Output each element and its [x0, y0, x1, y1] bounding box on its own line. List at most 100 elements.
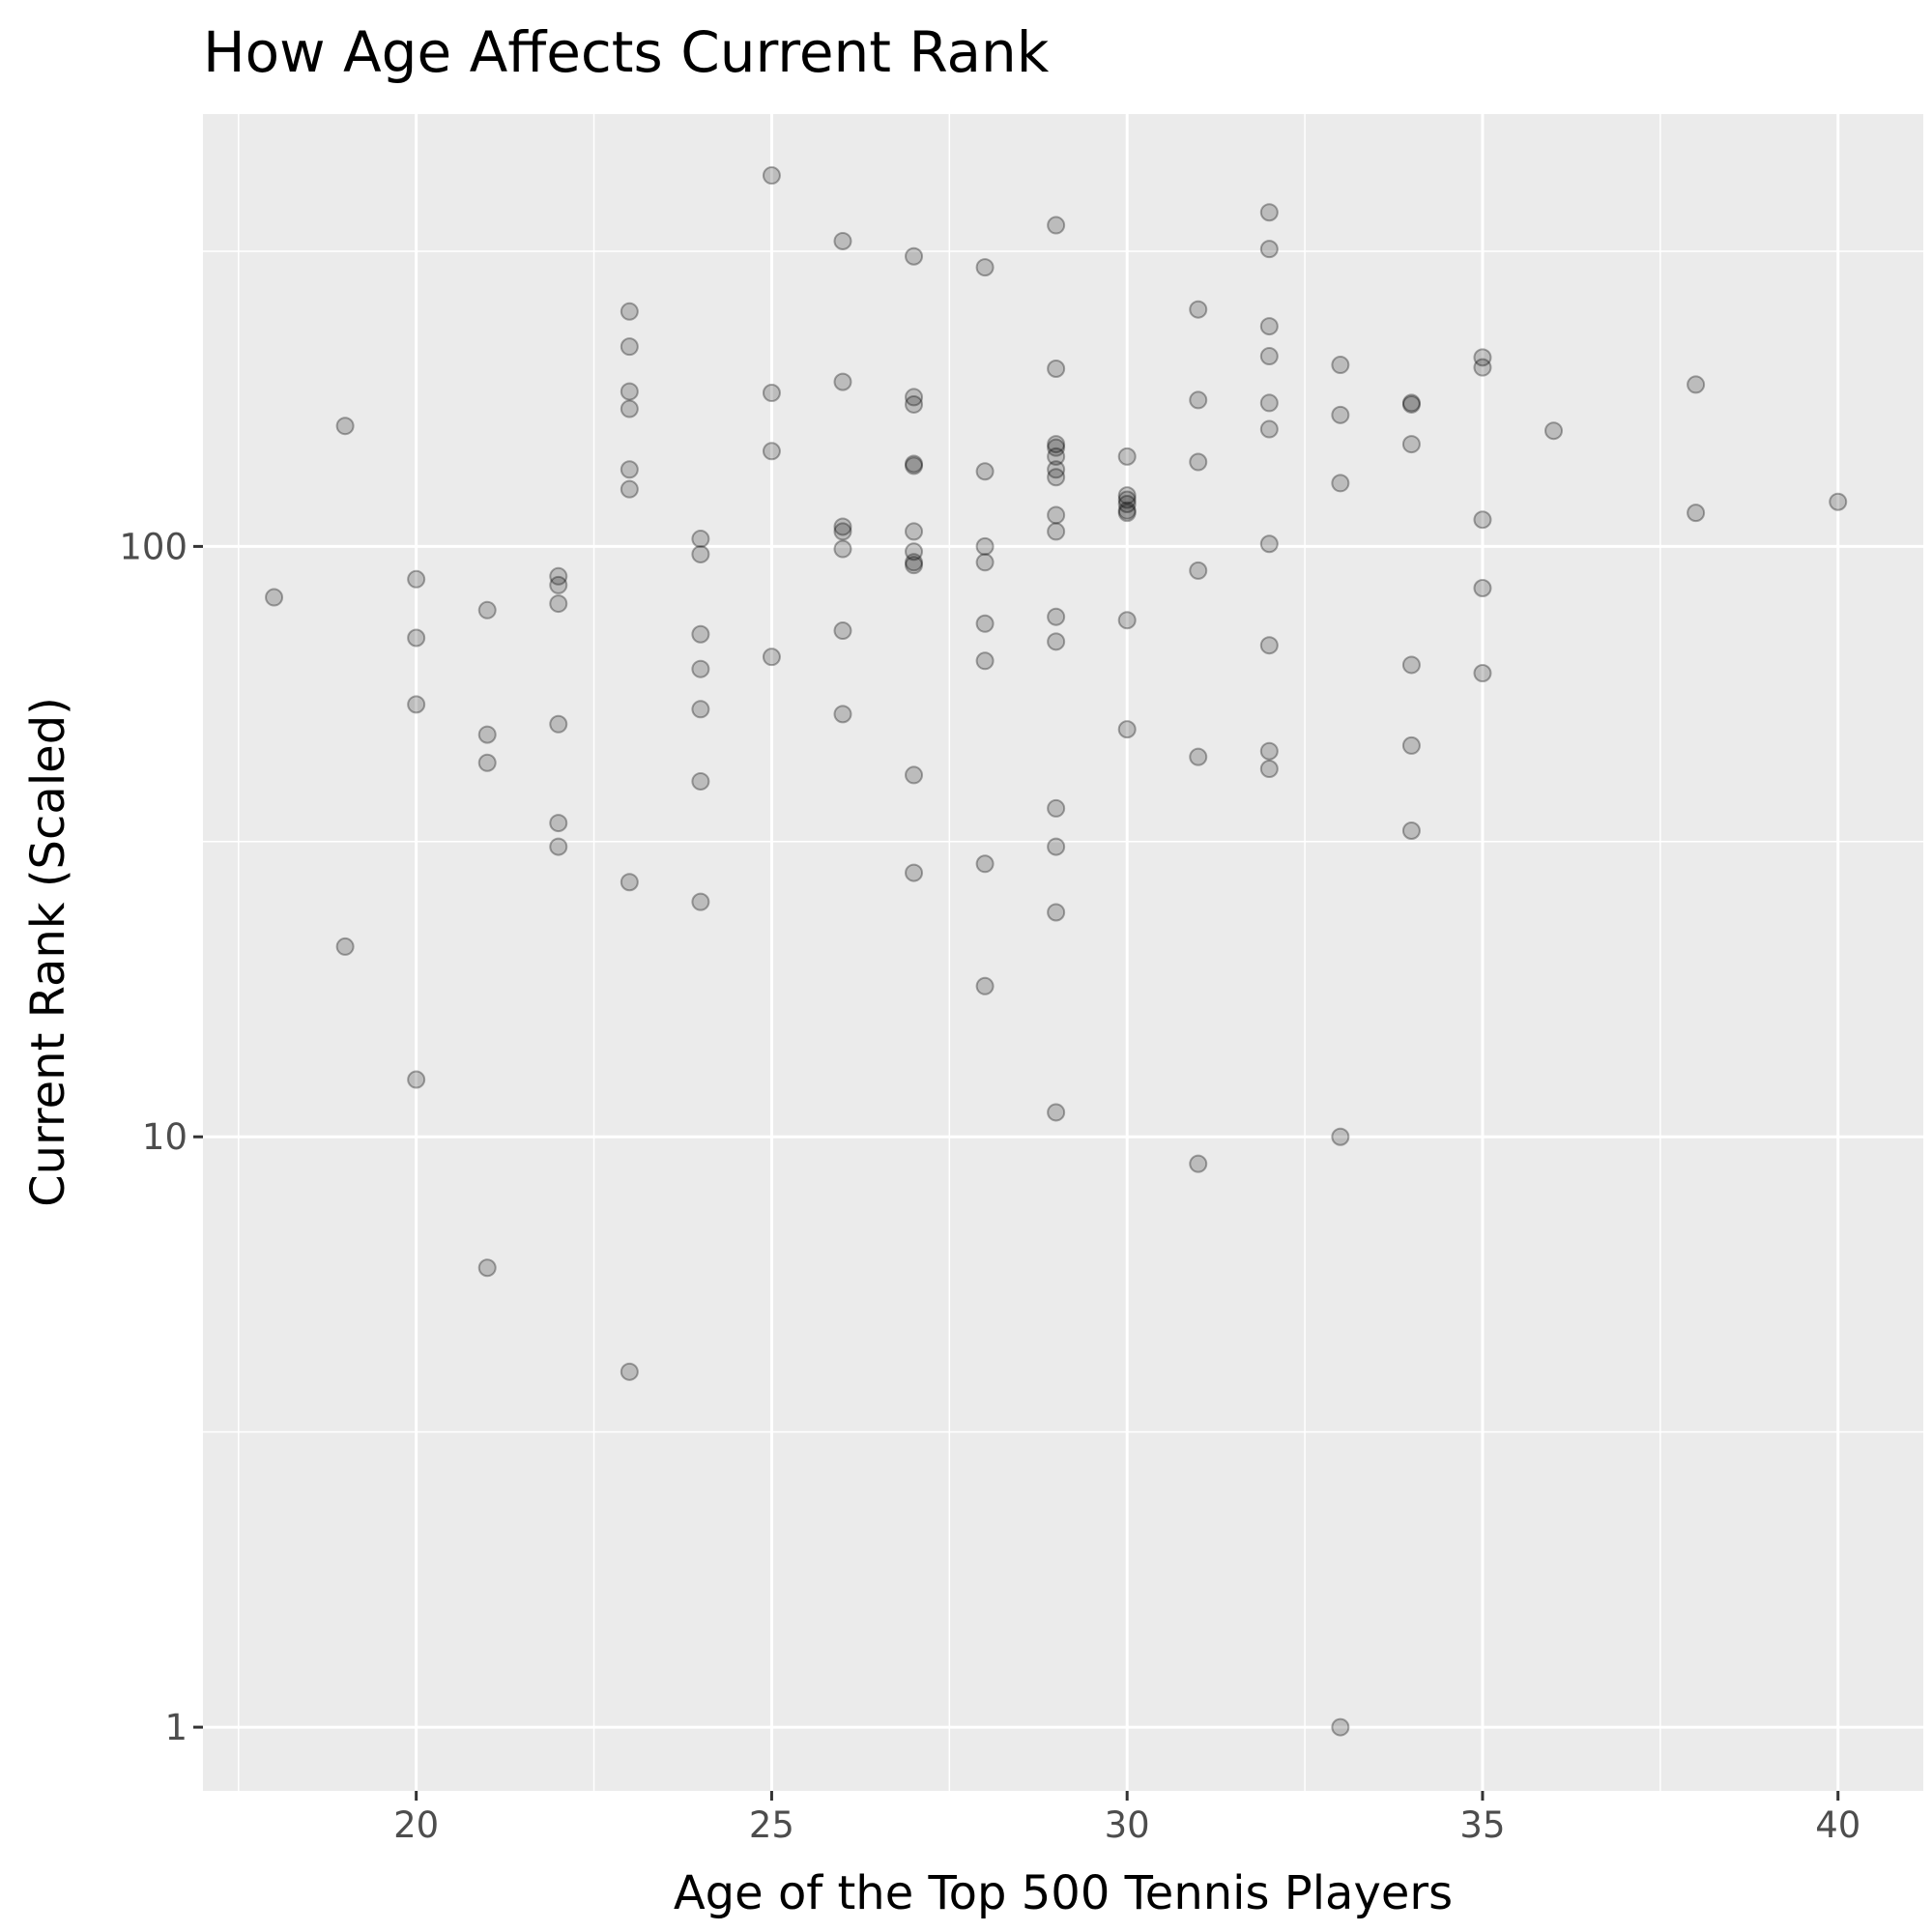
- data-point: [1259, 317, 1279, 336]
- data-point: [1259, 534, 1279, 554]
- x-axis-title: Age of the Top 500 Tennis Players: [674, 1866, 1453, 1920]
- data-point: [1047, 438, 1066, 457]
- data-point: [1331, 1717, 1350, 1737]
- data-point: [1189, 390, 1208, 410]
- data-point: [1331, 1127, 1350, 1146]
- data-point: [975, 651, 995, 671]
- y-tick-label: 10: [142, 1116, 187, 1158]
- data-point: [1401, 393, 1421, 413]
- data-point: [1259, 240, 1279, 259]
- data-point: [1259, 347, 1279, 366]
- data-point: [905, 553, 924, 572]
- data-point: [1047, 1103, 1066, 1122]
- data-point: [1117, 486, 1137, 505]
- data-point: [1687, 504, 1706, 523]
- data-point: [1331, 405, 1350, 424]
- data-point: [1401, 735, 1421, 755]
- data-point: [477, 600, 497, 620]
- data-point: [905, 522, 924, 541]
- data-point: [762, 442, 781, 461]
- data-point: [905, 542, 924, 562]
- data-point: [975, 614, 995, 633]
- data-point: [1047, 505, 1066, 525]
- data-point: [762, 384, 781, 403]
- data-point: [1259, 636, 1279, 655]
- data-point: [1117, 501, 1137, 520]
- data-point: [833, 522, 852, 541]
- data-point: [1047, 607, 1066, 626]
- data-point: [620, 479, 639, 499]
- data-point: [762, 648, 781, 667]
- data-point: [620, 302, 639, 321]
- data-point: [1687, 375, 1706, 394]
- data-point: [1401, 394, 1421, 414]
- data-point: [1189, 561, 1208, 580]
- x-tick-label: 25: [749, 1804, 794, 1846]
- data-point: [833, 621, 852, 641]
- data-point: [1047, 837, 1066, 856]
- data-point: [905, 765, 924, 785]
- data-point: [620, 460, 639, 479]
- data-point: [975, 553, 995, 572]
- data-point: [1047, 522, 1066, 541]
- data-point: [1047, 435, 1066, 454]
- data-point: [1473, 510, 1492, 530]
- data-point: [335, 417, 355, 436]
- data-point: [905, 863, 924, 882]
- data-point: [1047, 798, 1066, 818]
- y-tick-label: 100: [119, 526, 187, 567]
- data-point: [549, 566, 568, 586]
- data-point: [905, 556, 924, 575]
- data-point: [477, 1258, 497, 1278]
- data-point: [549, 837, 568, 856]
- data-point: [762, 166, 781, 186]
- data-point: [1259, 760, 1279, 779]
- data-point: [833, 705, 852, 724]
- data-point: [1473, 578, 1492, 597]
- data-point: [975, 854, 995, 874]
- data-point: [1401, 821, 1421, 840]
- data-point: [1259, 741, 1279, 761]
- data-point: [905, 246, 924, 266]
- data-point: [1473, 348, 1492, 367]
- data-point: [477, 725, 497, 744]
- data-point: [691, 700, 710, 719]
- data-point: [1544, 421, 1564, 441]
- data-point: [1047, 468, 1066, 487]
- data-point: [1401, 435, 1421, 454]
- data-point: [1331, 474, 1350, 493]
- data-point: [1829, 492, 1848, 511]
- y-axis-title: Current Rank (Scaled): [21, 697, 75, 1207]
- data-point: [620, 382, 639, 401]
- data-point: [1401, 655, 1421, 675]
- data-point: [975, 976, 995, 995]
- x-tick-label: 35: [1459, 1804, 1505, 1846]
- x-tick-label: 20: [393, 1804, 439, 1846]
- data-point: [691, 771, 710, 791]
- data-point: [1117, 611, 1137, 630]
- data-point: [620, 337, 639, 357]
- data-point: [833, 517, 852, 536]
- data-point: [1047, 216, 1066, 235]
- data-point: [620, 1362, 639, 1381]
- data-point: [833, 539, 852, 559]
- data-point: [477, 753, 497, 772]
- data-point: [1473, 358, 1492, 377]
- data-point: [905, 456, 924, 476]
- data-point: [691, 624, 710, 644]
- data-point: [975, 258, 995, 277]
- data-point: [407, 628, 426, 648]
- data-point: [407, 695, 426, 714]
- data-point: [265, 588, 284, 607]
- data-point: [1331, 356, 1350, 375]
- chart-title: How Age Affects Current Rank: [203, 19, 1050, 85]
- data-point: [1047, 447, 1066, 466]
- data-point: [1047, 359, 1066, 378]
- data-point: [549, 594, 568, 614]
- data-point: [549, 714, 568, 734]
- data-point: [335, 937, 355, 956]
- data-point: [1473, 664, 1492, 683]
- data-point: [407, 569, 426, 589]
- data-point: [905, 454, 924, 474]
- data-point: [1117, 494, 1137, 513]
